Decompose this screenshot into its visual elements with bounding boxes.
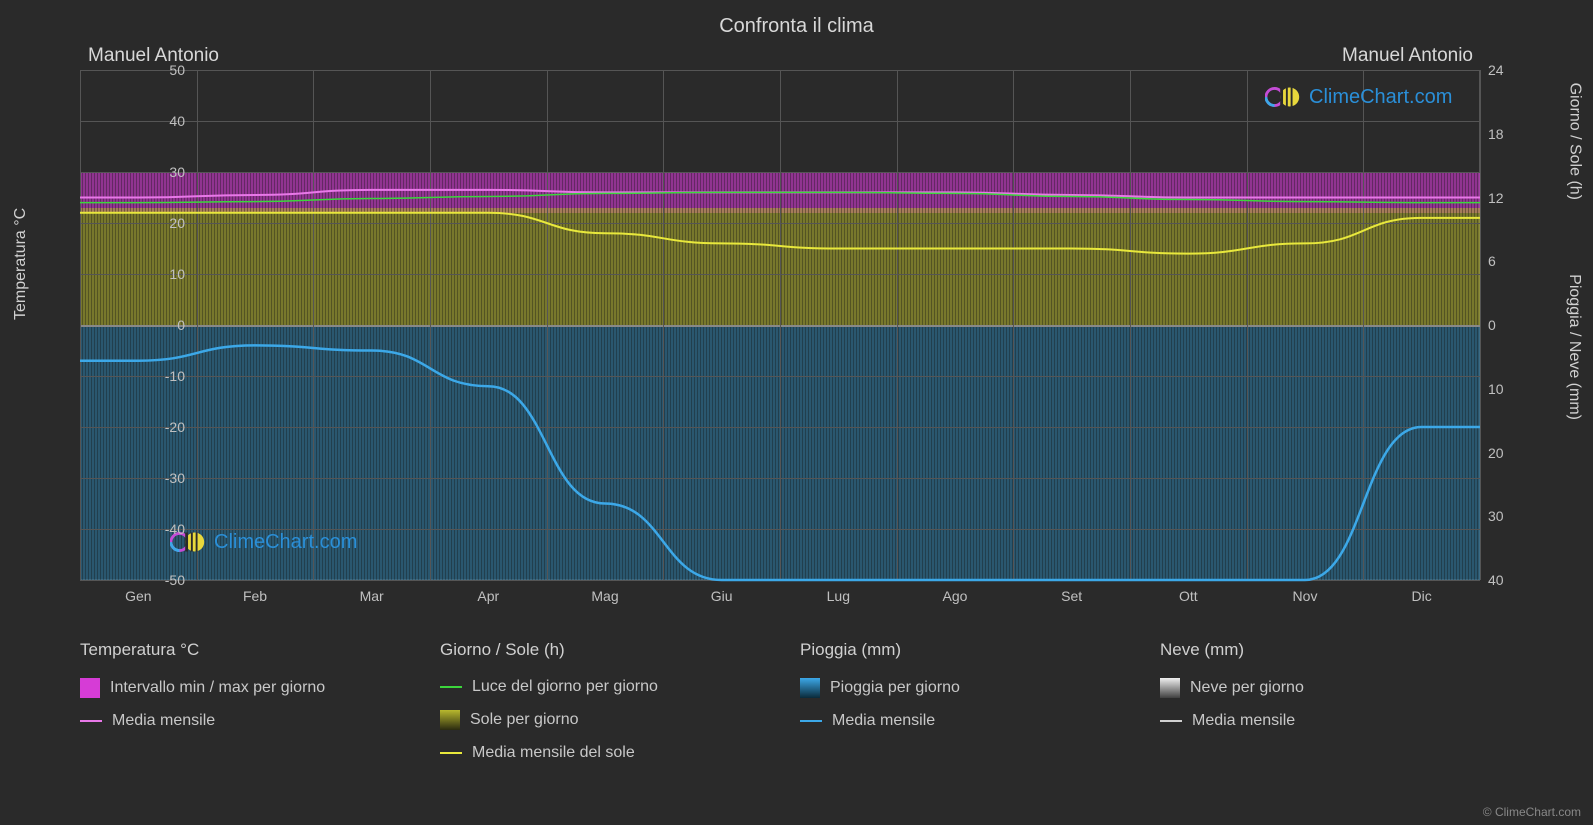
tick-right: 20 — [1488, 445, 1504, 461]
tick-left: -10 — [165, 368, 185, 384]
tick-x: Lug — [827, 588, 850, 604]
legend: Temperatura °C Intervallo min / max per g… — [80, 640, 1500, 762]
legend-label: Intervallo min / max per giorno — [110, 679, 325, 697]
tick-right: 10 — [1488, 381, 1504, 397]
tick-x: Ago — [943, 588, 968, 604]
tick-x: Feb — [243, 588, 267, 604]
legend-item: Media mensile — [800, 712, 1140, 730]
legend-label: Pioggia per giorno — [830, 679, 960, 697]
tick-x: Ott — [1179, 588, 1198, 604]
tick-x: Dic — [1412, 588, 1432, 604]
legend-swatch — [1160, 678, 1180, 698]
legend-swatch — [1160, 720, 1182, 722]
legend-swatch — [440, 686, 462, 688]
legend-header: Giorno / Sole (h) — [440, 640, 780, 660]
tick-right: 12 — [1488, 190, 1504, 206]
tick-x: Mag — [591, 588, 618, 604]
tick-left: -50 — [165, 572, 185, 588]
legend-item: Pioggia per giorno — [800, 678, 1140, 698]
chart-plot-area: ClimeChart.com ClimeChart.com — [80, 70, 1480, 580]
tick-left: 10 — [169, 266, 185, 282]
legend-item: Media mensile — [1160, 712, 1500, 730]
legend-item: Media mensile — [80, 712, 420, 730]
legend-label: Neve per giorno — [1190, 679, 1304, 697]
copyright: © ClimeChart.com — [1483, 805, 1581, 819]
tick-left: 50 — [169, 62, 185, 78]
tick-left: 20 — [169, 215, 185, 231]
tick-left: 30 — [169, 164, 185, 180]
tick-left: 40 — [169, 113, 185, 129]
tick-left: 0 — [177, 317, 185, 333]
tick-right: 18 — [1488, 126, 1504, 142]
legend-column: Neve (mm) Neve per giorno Media mensile — [1160, 640, 1500, 762]
tick-x: Apr — [477, 588, 499, 604]
chart-title: Confronta il clima — [0, 15, 1593, 38]
legend-item: Luce del giorno per giorno — [440, 678, 780, 696]
legend-label: Media mensile — [1192, 712, 1295, 730]
legend-item: Sole per giorno — [440, 710, 780, 730]
legend-item: Neve per giorno — [1160, 678, 1500, 698]
tick-right: 6 — [1488, 253, 1496, 269]
tick-right: 30 — [1488, 508, 1504, 524]
tick-x: Giu — [711, 588, 733, 604]
tick-x: Nov — [1293, 588, 1318, 604]
y-axis-left-label: Temperatura °C — [12, 208, 30, 320]
legend-header: Neve (mm) — [1160, 640, 1500, 660]
y-axis-right-top-label: Giorno / Sole (h) — [1565, 83, 1583, 200]
legend-swatch — [800, 720, 822, 722]
legend-header: Temperatura °C — [80, 640, 420, 660]
legend-column: Giorno / Sole (h) Luce del giorno per gio… — [440, 640, 780, 762]
legend-item: Intervallo min / max per giorno — [80, 678, 420, 698]
legend-label: Media mensile — [112, 712, 215, 730]
watermark: ClimeChart.com — [1265, 85, 1452, 109]
legend-label: Media mensile del sole — [472, 744, 635, 762]
legend-column: Temperatura °C Intervallo min / max per g… — [80, 640, 420, 762]
tick-x: Mar — [360, 588, 384, 604]
legend-swatch — [440, 710, 460, 730]
legend-swatch — [80, 720, 102, 722]
legend-swatch — [800, 678, 820, 698]
location-left: Manuel Antonio — [88, 45, 219, 67]
tick-left: -40 — [165, 521, 185, 537]
legend-label: Media mensile — [832, 712, 935, 730]
tick-right: 24 — [1488, 62, 1504, 78]
legend-item: Media mensile del sole — [440, 744, 780, 762]
tick-x: Gen — [125, 588, 151, 604]
legend-column: Pioggia (mm) Pioggia per giorno Media mens… — [800, 640, 1140, 762]
legend-swatch — [440, 752, 462, 754]
tick-left: -30 — [165, 470, 185, 486]
tick-x: Set — [1061, 588, 1082, 604]
tick-right: 0 — [1488, 317, 1496, 333]
legend-label: Luce del giorno per giorno — [472, 678, 658, 696]
y-axis-right-bottom-label: Pioggia / Neve (mm) — [1565, 274, 1583, 420]
location-right: Manuel Antonio — [1342, 45, 1473, 67]
tick-right: 40 — [1488, 572, 1504, 588]
legend-label: Sole per giorno — [470, 711, 579, 729]
legend-header: Pioggia (mm) — [800, 640, 1140, 660]
tick-left: -20 — [165, 419, 185, 435]
watermark: ClimeChart.com — [170, 530, 357, 554]
legend-swatch — [80, 678, 100, 698]
series-lines — [80, 70, 1480, 580]
